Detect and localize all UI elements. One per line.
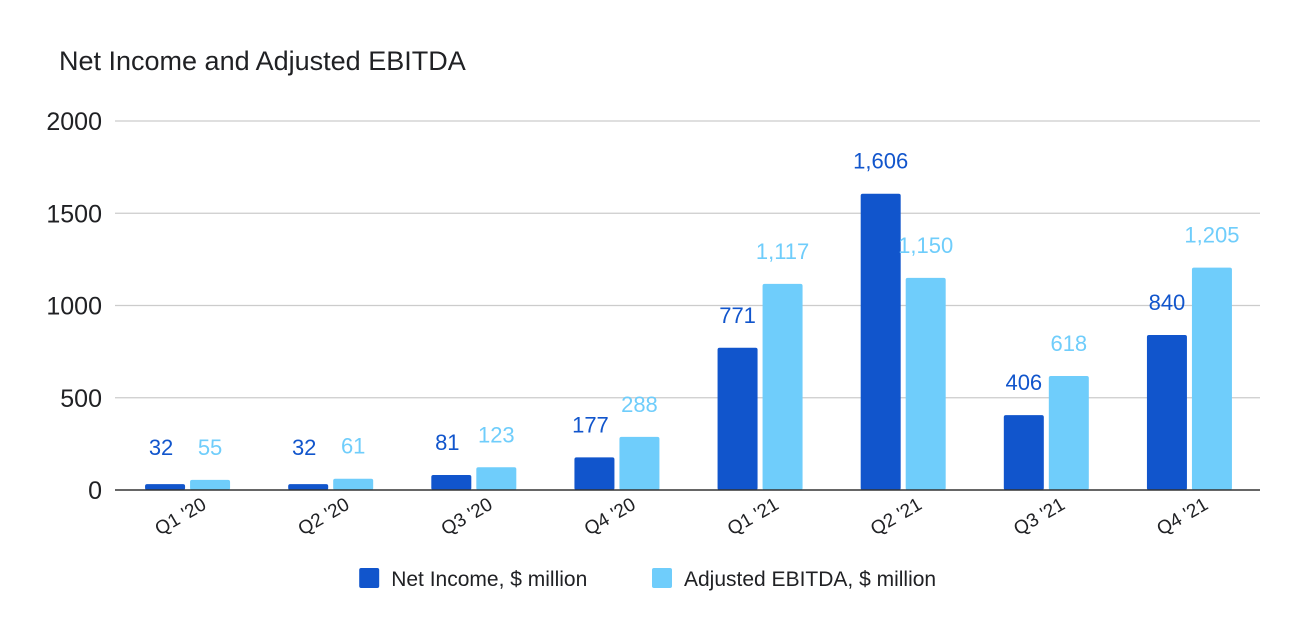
bar-adjusted-ebitda [1191,267,1232,490]
x-tick-label: Q2 '21 [867,494,925,540]
data-label-adjusted-ebitda: 1,150 [898,233,953,258]
legend-swatch [652,568,672,588]
bar-net-income [1003,415,1044,490]
chart-title: Net Income and Adjusted EBITDA [59,46,466,76]
bar-adjusted-ebitda [333,478,374,490]
data-label-net-income: 81 [435,430,459,455]
data-label-net-income: 177 [572,412,609,437]
legend-label: Net Income, $ million [391,568,587,591]
y-tick-label: 1000 [46,293,102,321]
data-label-net-income: 32 [292,435,316,460]
data-label-net-income: 32 [149,435,173,460]
x-tick-label: Q4 '20 [581,494,639,540]
x-axis-ticks: Q1 '20 Q2 '20 Q3 '20 Q4 '20 Q1 '21 Q2 '21 Q3 '… [152,494,1212,540]
bar-adjusted-ebitda [905,277,946,490]
bar-adjusted-ebitda [762,283,803,490]
x-tick-label: Q4 '21 [1153,494,1211,540]
bar-adjusted-ebitda [1048,375,1089,490]
bar-adjusted-ebitda [619,436,660,490]
legend-item-net-income: Net Income, $ million [359,568,587,591]
x-tick-label: Q2 '20 [295,494,353,540]
legend: Net Income, $ million Adjusted EBITDA, $ … [359,568,936,591]
legend-label: Adjusted EBITDA, $ million [684,568,936,591]
data-label-net-income: 406 [1005,370,1042,395]
bars [145,193,1232,490]
y-tick-label: 500 [60,385,102,413]
bar-adjusted-ebitda [476,467,517,490]
bar-adjusted-ebitda [190,479,231,490]
bar-net-income [574,457,615,490]
bar-net-income [431,475,472,490]
legend-swatch [359,568,380,588]
data-label-adjusted-ebitda: 618 [1050,331,1087,356]
bar-net-income [288,484,329,490]
x-tick-label: Q3 '20 [438,494,496,540]
legend-item-adjusted-ebitda: Adjusted EBITDA, $ million [652,568,936,591]
data-label-net-income: 840 [1149,290,1186,315]
y-axis-ticks: 0 500 1000 1500 2000 [46,108,102,505]
y-tick-label: 0 [88,477,102,505]
x-tick-label: Q1 '20 [152,494,210,540]
y-tick-label: 2000 [46,108,102,136]
data-label-net-income: 771 [719,303,756,328]
data-label-adjusted-ebitda: 123 [478,422,515,447]
gridlines [115,120,1260,399]
bar-net-income [860,193,901,490]
x-tick-label: Q1 '21 [724,494,782,540]
bar-net-income [717,347,758,490]
data-label-adjusted-ebitda: 55 [198,435,222,460]
y-tick-label: 1500 [46,200,102,228]
bar-net-income [145,484,186,490]
data-label-net-income: 1,606 [853,149,908,174]
data-label-adjusted-ebitda: 1,205 [1184,223,1239,248]
data-label-adjusted-ebitda: 61 [341,434,365,459]
data-label-adjusted-ebitda: 288 [621,392,658,417]
data-labels: 32 55 32 61 81 123 177 288 771 1,117 1,606 1,150 406… [149,149,1240,460]
data-label-adjusted-ebitda: 1,117 [756,239,809,264]
bar-net-income [1146,335,1187,490]
x-tick-label: Q3 '21 [1010,494,1068,540]
